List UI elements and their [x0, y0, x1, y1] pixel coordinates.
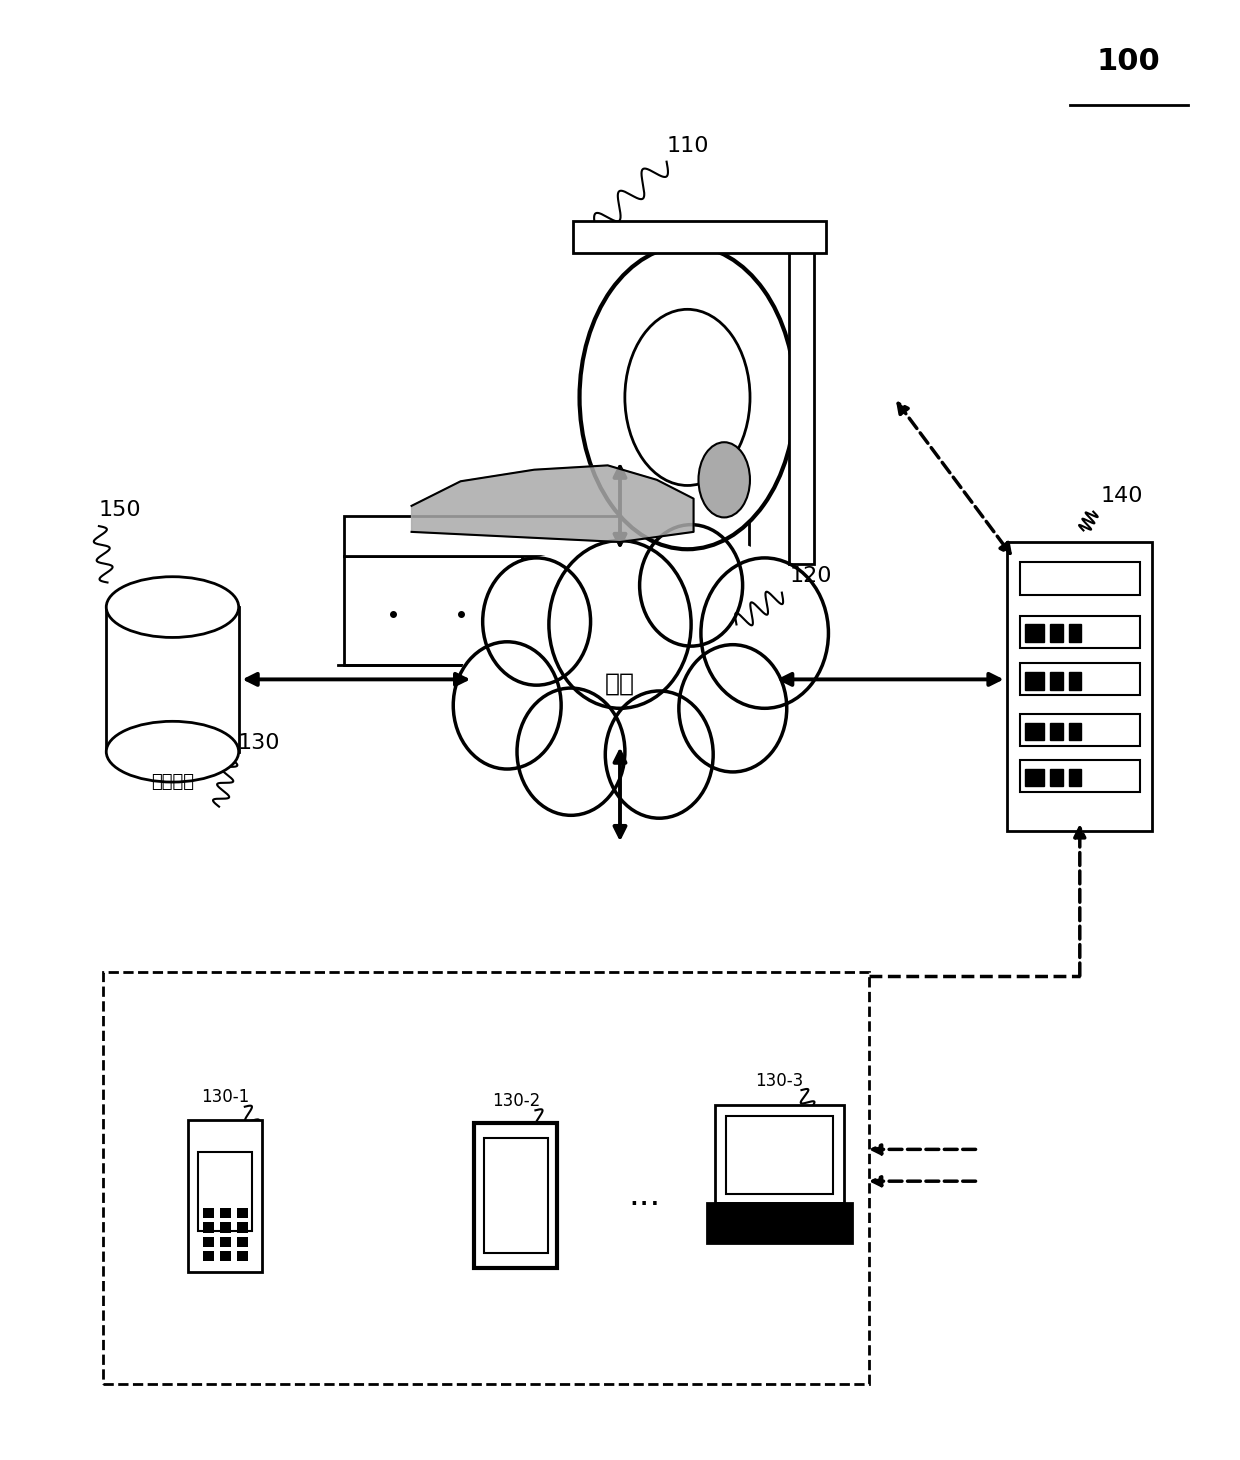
- Bar: [1024, 625, 1044, 642]
- Bar: [1019, 714, 1140, 746]
- Bar: [345, 515, 749, 556]
- Bar: [1069, 769, 1081, 787]
- Bar: [203, 1251, 215, 1261]
- Bar: [1024, 723, 1044, 740]
- Text: ...: ...: [629, 1180, 661, 1212]
- Ellipse shape: [625, 310, 750, 486]
- Bar: [198, 1152, 252, 1231]
- Bar: [1019, 616, 1140, 648]
- Bar: [203, 1222, 215, 1232]
- Bar: [1019, 562, 1140, 594]
- Ellipse shape: [107, 577, 238, 638]
- Bar: [1050, 672, 1063, 689]
- Bar: [573, 220, 826, 253]
- Bar: [1050, 769, 1063, 787]
- Bar: [1019, 663, 1140, 695]
- Text: 130: 130: [237, 733, 280, 753]
- Bar: [345, 556, 522, 664]
- Bar: [541, 558, 718, 575]
- Bar: [715, 1105, 843, 1203]
- Bar: [188, 1120, 262, 1272]
- Polygon shape: [454, 524, 828, 818]
- Bar: [541, 587, 718, 604]
- Bar: [203, 1207, 215, 1218]
- Text: 100: 100: [1097, 47, 1161, 76]
- Bar: [707, 1203, 852, 1244]
- Bar: [1024, 769, 1044, 787]
- Bar: [221, 1207, 232, 1218]
- Bar: [237, 1251, 248, 1261]
- Bar: [103, 971, 869, 1384]
- Bar: [727, 1115, 833, 1194]
- Text: 110: 110: [666, 136, 709, 156]
- Bar: [1069, 625, 1081, 642]
- Text: 存储设备: 存储设备: [151, 774, 193, 791]
- Bar: [203, 1237, 215, 1247]
- Ellipse shape: [107, 721, 238, 783]
- Bar: [1024, 672, 1044, 689]
- Text: 120: 120: [789, 566, 832, 587]
- Bar: [1069, 672, 1081, 689]
- Bar: [221, 1237, 232, 1247]
- Text: 130-1: 130-1: [201, 1088, 249, 1107]
- Text: 130-3: 130-3: [755, 1072, 804, 1089]
- Bar: [789, 231, 813, 564]
- Bar: [1019, 761, 1140, 793]
- Bar: [221, 1251, 232, 1261]
- Text: 网络: 网络: [605, 672, 635, 696]
- Bar: [1007, 542, 1152, 831]
- Bar: [1069, 723, 1081, 740]
- Bar: [601, 556, 761, 664]
- Bar: [237, 1237, 248, 1247]
- Bar: [484, 1137, 548, 1254]
- Text: 130-2: 130-2: [491, 1092, 539, 1110]
- Bar: [474, 1123, 558, 1267]
- Bar: [541, 616, 718, 634]
- Bar: [1050, 625, 1063, 642]
- Text: 150: 150: [99, 499, 141, 520]
- Bar: [107, 607, 238, 752]
- Ellipse shape: [698, 442, 750, 517]
- Bar: [221, 1222, 232, 1232]
- Text: 140: 140: [1101, 486, 1143, 505]
- Bar: [1050, 723, 1063, 740]
- Bar: [237, 1207, 248, 1218]
- Ellipse shape: [579, 245, 795, 549]
- Bar: [237, 1222, 248, 1232]
- Polygon shape: [412, 466, 693, 542]
